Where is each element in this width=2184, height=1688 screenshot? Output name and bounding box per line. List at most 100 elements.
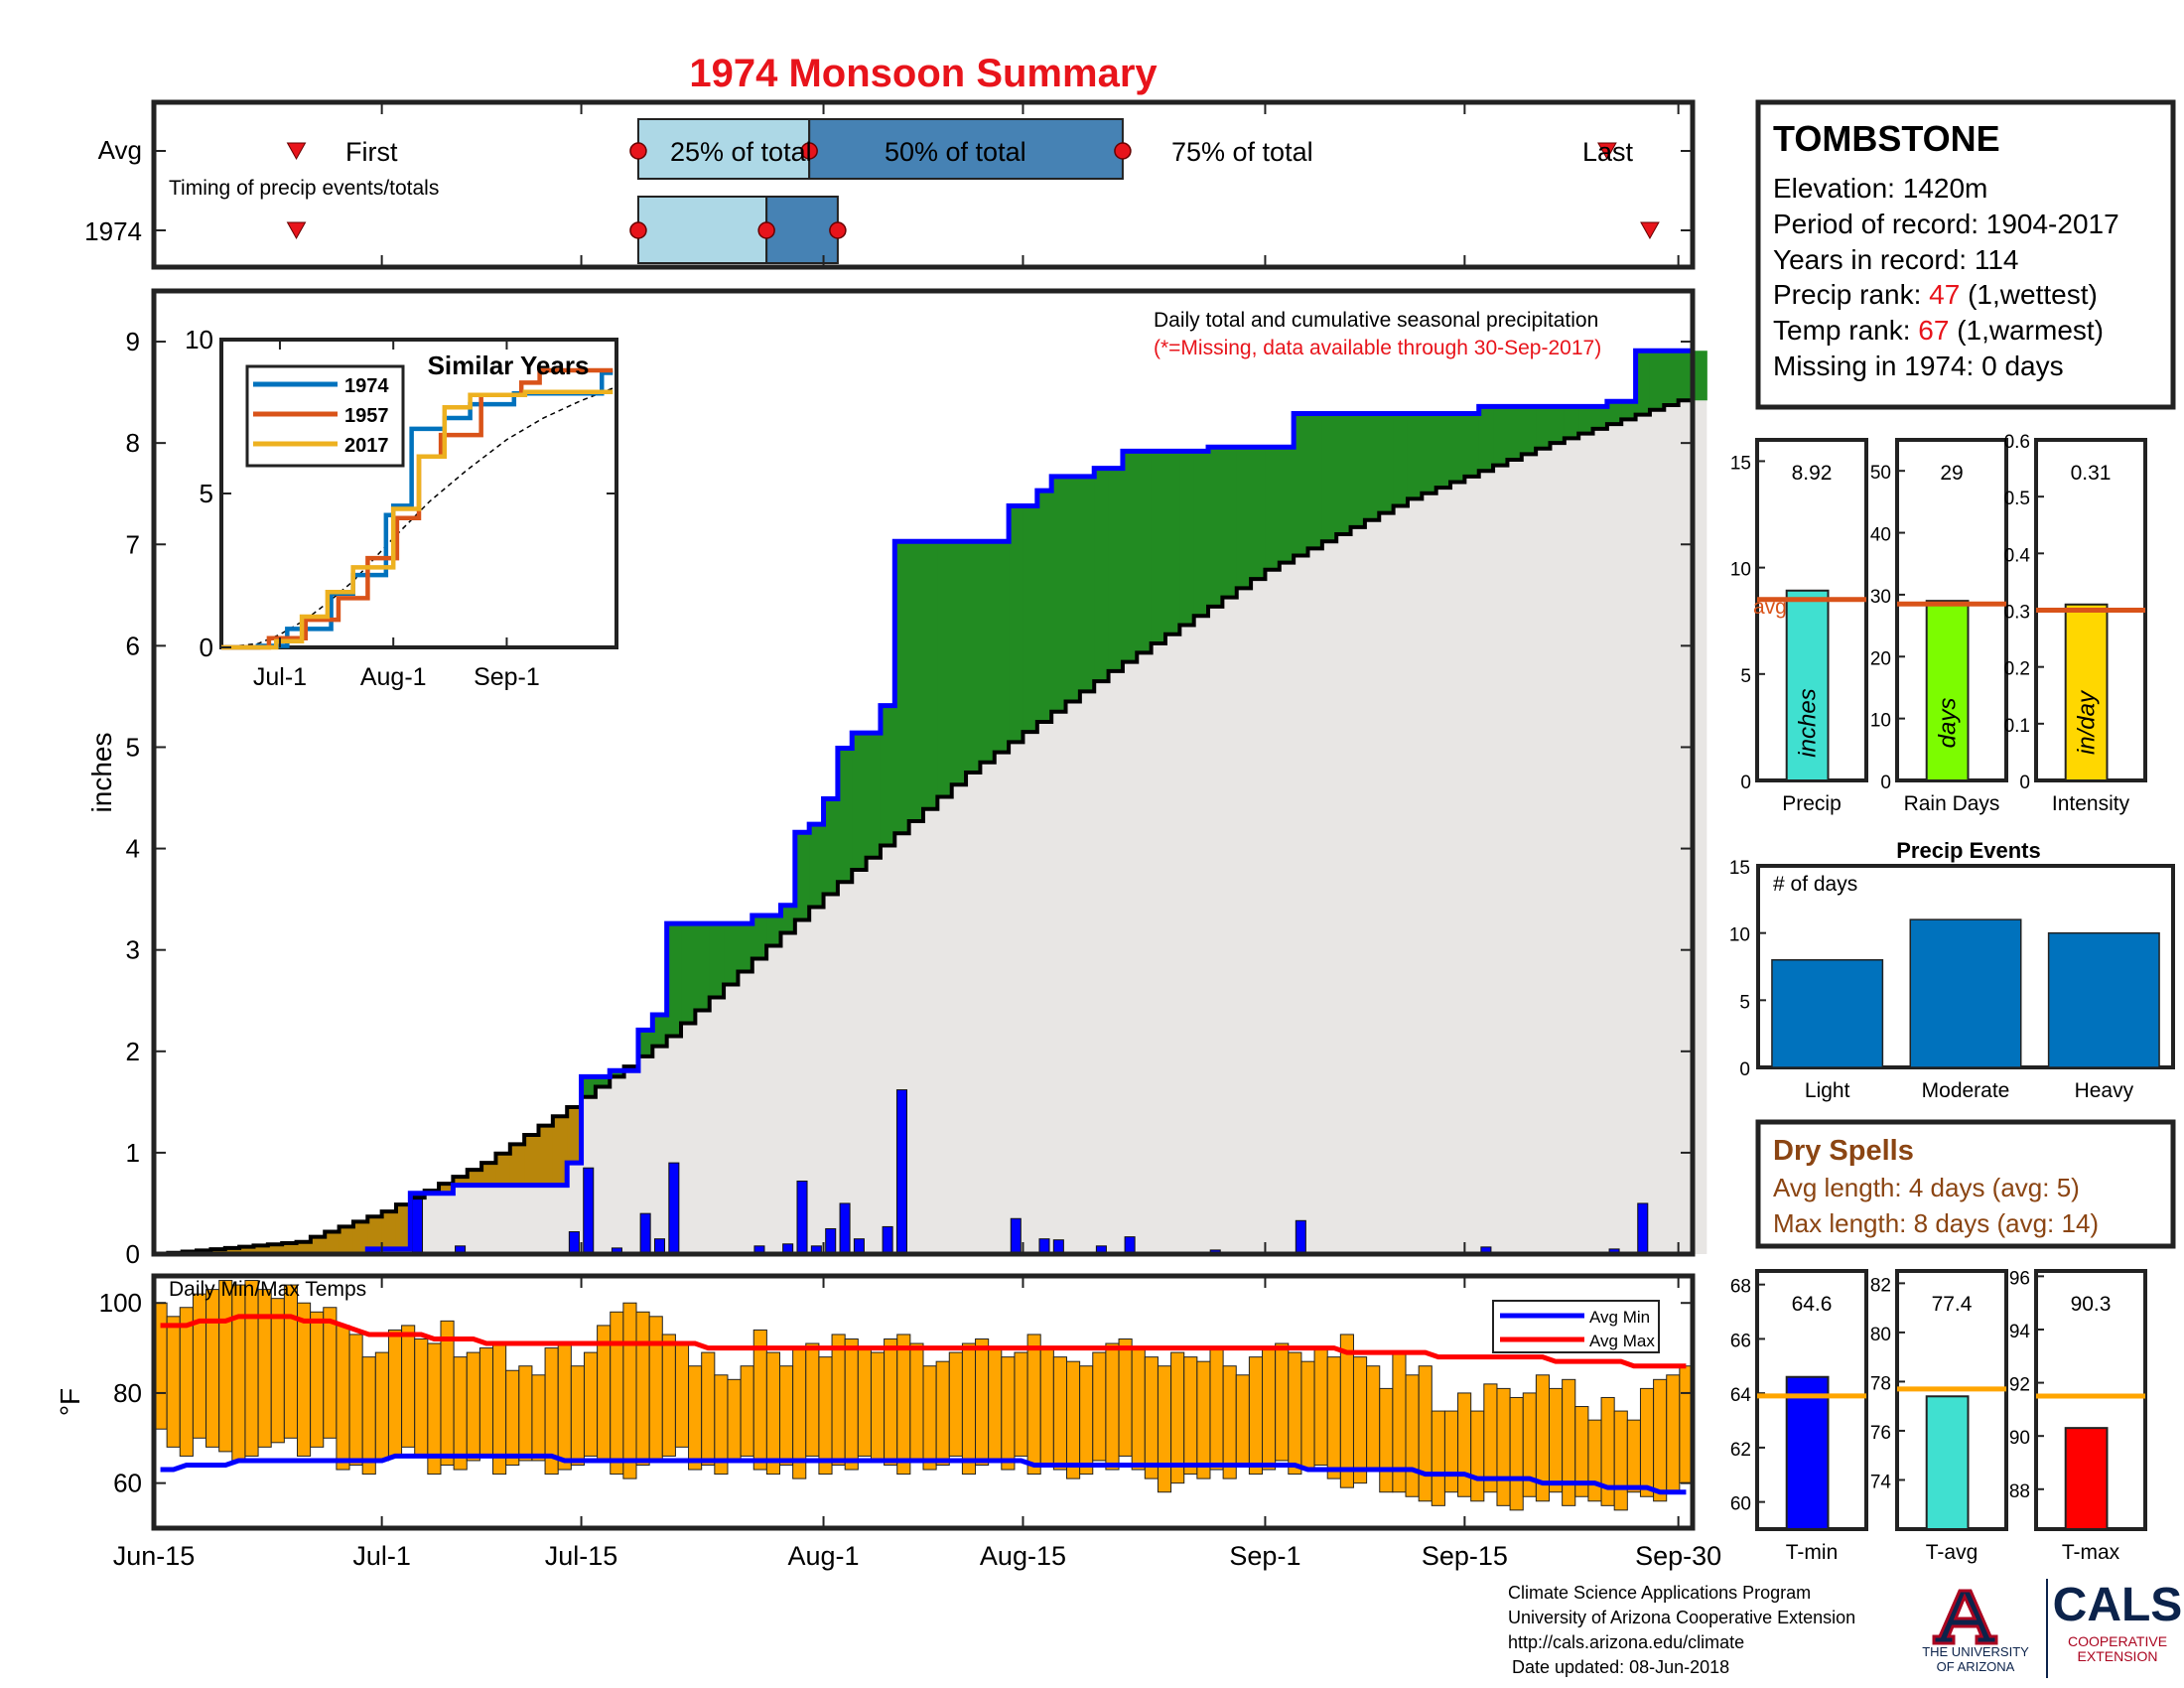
daily-temp-bar [870,1351,886,1462]
main-chart-note-line2: (*=Missing, data available through 30-Se… [1154,337,1601,359]
daily-precip-bar [1637,1202,1649,1255]
above-avg-fill [951,541,967,785]
daily-temp-bar [1222,1365,1237,1479]
above-avg-fill [1009,505,1024,743]
daily-temp-bar [1235,1374,1250,1467]
below-avg-fill [296,1241,312,1254]
timing-year-75pct-marker [829,221,847,239]
daily-temp-bar [779,1365,794,1466]
summary-ytick-label: 15 [1730,453,1751,474]
figure-title: 1974 Monsoon Summary [689,52,1158,95]
summary-value-label: 8.92 [1792,462,1833,485]
daily-temp-bar [1001,1356,1016,1471]
x-tick-label: Jul-1 [352,1541,411,1571]
daily-temp-bar [1262,1347,1277,1471]
daily-temp-bar [1339,1334,1354,1488]
footer-line2: University of Arizona Cooperative Extens… [1508,1608,1855,1627]
daily-temp-bar [935,1360,950,1467]
above-avg-fill [1222,447,1238,598]
above-avg-fill [1422,413,1437,493]
timing-50pct-label: 50% of total [885,137,1026,167]
above-avg-fill [1151,451,1166,644]
daily-temp-bar [505,1369,520,1466]
below-avg-fill [325,1231,341,1254]
above-avg-fill [1265,447,1281,570]
above-avg-fill [637,1030,653,1056]
daily-temp-bar [1326,1356,1341,1479]
daily-temp-bar [1653,1378,1668,1502]
above-avg-fill [666,923,682,1037]
daily-precip-bar [796,1180,808,1255]
timing-avg-first-marker [286,142,307,161]
daily-temp-bar [1405,1374,1420,1497]
summary-ytick-label: 64 [1730,1385,1752,1406]
events-annotation: # of days [1773,873,1857,896]
summary-panel-t-max: 88 90 92 94 96 90.3 T-max [2009,1268,2147,1564]
below-avg-fill [282,1242,298,1254]
daily-temp-bar [1196,1360,1211,1479]
above-avg-fill [1592,406,1608,429]
above-avg-fill [1578,406,1594,434]
x-tick-label: Jun-15 [113,1541,196,1571]
summary-value-bar [2064,603,2109,781]
daily-temp-bar [218,1280,233,1453]
x-tick-label: Sep-1 [1229,1541,1300,1571]
daily-temp-bar [1275,1342,1290,1462]
station-missing: Missing in 1974: 0 days [1773,351,2064,381]
daily-temp-bar [1288,1351,1302,1476]
daily-precip-bar [568,1231,580,1255]
daily-temp-bar [988,1347,1003,1462]
timing-box-year-25-50 [636,196,768,264]
summary-ytick-label: 0.3 [2004,603,2030,624]
inset-ytick-label: 0 [200,633,213,662]
above-avg-fill [1664,351,1680,406]
inset-legend-label-1957: 1957 [344,405,389,427]
timing-year-25pct-marker [629,221,647,239]
above-avg-fill [894,541,910,834]
above-avg-fill [837,748,853,883]
daily-temp-bar [1313,1347,1328,1466]
above-avg-fill [1137,451,1153,653]
summary-value-bar [1925,600,1970,781]
cals-logo-text: CALS [2053,1579,2183,1631]
temp-legend: Avg Min Avg Max [1492,1300,1660,1353]
above-avg-fill [1521,406,1537,455]
above-avg-fill [595,1076,611,1087]
daily-precip-bar [1295,1219,1306,1255]
dry-spells-frame [1755,1119,2176,1249]
above-avg-fill [1321,413,1337,542]
below-avg-fill [381,1211,397,1249]
daily-temp-bar [1183,1356,1198,1476]
daily-temp-bar [752,1329,767,1471]
above-avg-fill [1164,451,1180,634]
timing-box-year-50-75 [765,196,839,264]
daily-temp-bar [688,1365,703,1471]
timing-first-label: First [345,137,398,167]
daily-temp-bar [478,1347,494,1457]
main-chart-frame [151,288,1696,1257]
daily-temp-bar [1118,1338,1133,1457]
inset-xtick-label: Aug-1 [360,663,427,691]
daily-temp-bar [1144,1356,1159,1479]
daily-temp-bar [1418,1365,1433,1502]
daily-precip-bar [839,1202,851,1255]
above-avg-fill [1036,491,1052,722]
daily-temp-bar [583,1351,599,1457]
above-avg-fill [610,1070,625,1077]
above-avg-fill [1621,401,1637,420]
summary-ytick-label: 10 [1730,560,1751,581]
above-avg-fill [1536,406,1551,449]
above-avg-fill [866,733,882,858]
below-avg-fill [253,1245,269,1254]
daily-temp-bar [740,1365,754,1457]
cals-logo: CALS COOPERATIVE EXTENSION [2053,1579,2183,1664]
above-avg-fill [709,923,725,998]
summary-avg-label: avg [1753,596,1787,619]
above-avg-fill [1693,351,1707,401]
events-bar-moderate [1909,918,2022,1068]
above-avg-fill [1122,451,1138,662]
main-ytick-label: 5 [126,732,140,762]
cumulative-precip-line [154,348,1693,1257]
ua-logo-line2: OF ARIZONA [1937,1659,2015,1674]
summary-value-label: 29 [1940,462,1963,485]
